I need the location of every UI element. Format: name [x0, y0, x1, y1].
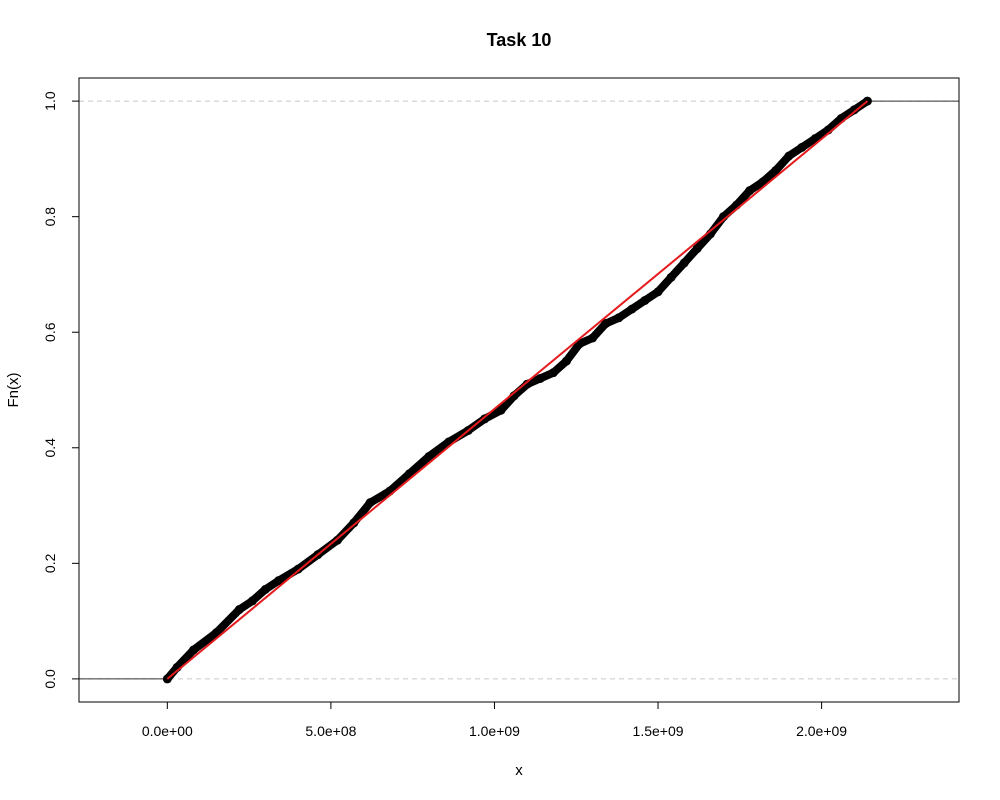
ecdf-point	[771, 165, 781, 175]
ecdf-point	[211, 628, 221, 638]
x-axis: 0.0e+00 5.0e+08 1.0e+09 1.5e+09 2.0e+09	[142, 702, 847, 739]
y-tick-label: 0.6	[42, 322, 58, 342]
ecdf-point	[666, 272, 676, 282]
reference-cdf-line	[166, 100, 869, 680]
x-tick-label: 0.0e+00	[142, 723, 193, 739]
y-tick-label: 0.2	[42, 553, 58, 573]
ecdf-point	[522, 379, 532, 389]
ecdf-point	[332, 535, 342, 545]
ecdf-point	[548, 368, 558, 378]
ecdf-point	[535, 373, 545, 383]
ecdf-point	[247, 596, 257, 606]
ecdf-point	[496, 405, 506, 415]
ecdf-point	[234, 605, 244, 615]
ecdf-point	[653, 287, 663, 297]
ecdf-point	[561, 356, 571, 366]
ecdf-point	[274, 576, 284, 586]
y-tick-label: 0.8	[42, 207, 58, 227]
ecdf-point	[679, 258, 689, 268]
y-tick-label: 1.0	[42, 91, 58, 111]
ecdf-point	[601, 319, 611, 329]
ecdf-point	[260, 584, 270, 594]
plot-area	[79, 96, 959, 684]
chart-title: Task 10	[487, 30, 552, 50]
x-tick-label: 5.0e+08	[305, 723, 356, 739]
x-tick-label: 2.0e+09	[796, 723, 847, 739]
y-tick-label: 0.4	[42, 438, 58, 458]
ecdf-point	[810, 134, 820, 144]
ecdf-point	[640, 295, 650, 305]
x-tick-label: 1.5e+09	[633, 723, 684, 739]
ecdf-point	[188, 645, 198, 655]
ecdf-point	[849, 105, 859, 115]
ecdf-point	[692, 243, 702, 253]
ecdf-point	[627, 304, 637, 314]
plot-frame	[78, 77, 960, 703]
ecdf-point	[614, 313, 624, 323]
y-axis-label: Fn(x)	[5, 373, 22, 408]
ecdf-point	[784, 151, 794, 161]
ecdf-point	[424, 451, 434, 461]
ecdf-point	[293, 564, 303, 574]
ecdf-point	[349, 518, 359, 528]
ecdf-point	[797, 142, 807, 152]
x-tick-label: 1.0e+09	[469, 723, 520, 739]
x-axis-label: x	[515, 762, 523, 779]
y-axis: 0.0 0.2 0.4 0.6 0.8 1.0	[42, 91, 79, 689]
ecdf-point	[745, 186, 755, 196]
ecdf-point	[588, 333, 598, 343]
ecdf-point	[480, 414, 490, 424]
y-tick-label: 0.0	[42, 669, 58, 689]
ecdf-point	[758, 177, 768, 187]
ecdf-point	[365, 498, 375, 508]
